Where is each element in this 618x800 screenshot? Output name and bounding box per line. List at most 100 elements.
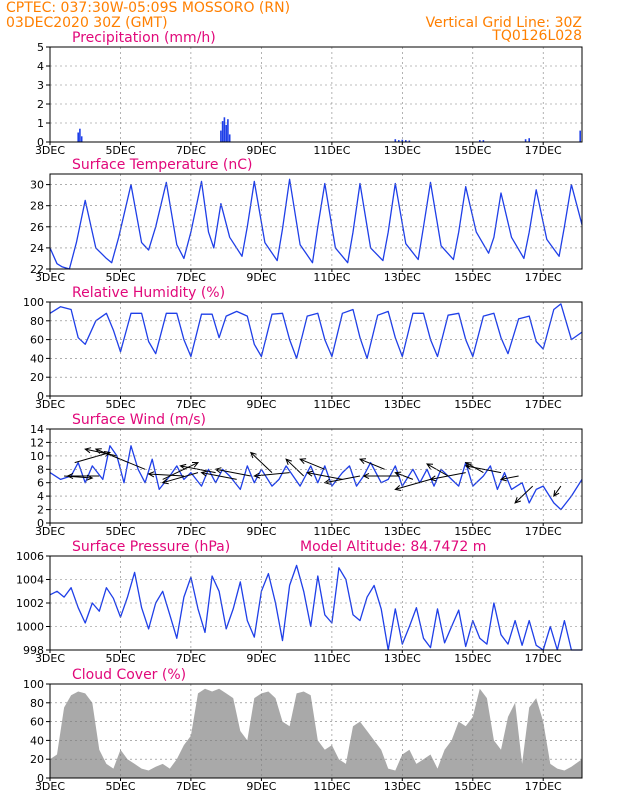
ytick-label: 22	[30, 263, 44, 276]
ytick-label: 30	[30, 179, 44, 192]
precip-bar	[80, 136, 83, 142]
wind-arrow	[499, 475, 519, 482]
cloud-cover-panel: 0 20 40 60 80 100 3DEC 5DEC 7DEC 9DEC 11DEC 13DEC 15…	[23, 667, 583, 793]
wind-arrow	[253, 472, 290, 479]
ytick-label: 60	[30, 716, 44, 729]
precip-bar	[227, 119, 229, 142]
ytick-label: 8	[37, 463, 44, 476]
ytick-label: 60	[30, 334, 44, 347]
wind-arrow	[306, 470, 343, 480]
precip-bar	[579, 130, 581, 142]
xtick-label: 7DEC	[176, 780, 206, 793]
xtick-label: 9DEC	[246, 525, 276, 538]
ytick-label: 1006	[16, 550, 44, 563]
wind-arrow	[179, 463, 216, 474]
humidity-title: Relative Humidity (%)	[72, 285, 225, 301]
ytick-label: 26	[30, 221, 44, 234]
wind-arrow	[200, 470, 237, 480]
ytick-label: 4	[37, 60, 44, 73]
xtick-label: 3DEC	[35, 398, 65, 411]
xtick-label: 9DEC	[246, 652, 276, 665]
precip-bar	[401, 139, 404, 142]
temperature-frame	[49, 173, 583, 270]
precipitation-frame	[49, 46, 583, 143]
precip-bar	[77, 132, 79, 142]
xtick-label: 5DEC	[105, 780, 135, 793]
precip-bar	[228, 134, 231, 142]
precip-bar	[524, 139, 527, 142]
ytick-label: 10	[30, 450, 44, 463]
wind-arrow	[323, 475, 361, 485]
wind-arrow	[362, 472, 399, 480]
xtick-label: 7DEC	[176, 398, 206, 411]
wind-arrow	[358, 458, 385, 470]
ytick-label: 100	[23, 678, 44, 691]
ytick-label: 0	[37, 517, 44, 530]
xtick-label: 7DEC	[176, 144, 206, 157]
ytick-label: 998	[23, 644, 44, 657]
header-station: CPTEC: 037:30W-05:09S MOSSORO (RN)	[6, 0, 290, 16]
ytick-label: 3	[37, 79, 44, 92]
xtick-label: 3DEC	[35, 780, 65, 793]
temperature-title: Surface Temperature (nC)	[72, 157, 253, 173]
precip-bar	[220, 130, 222, 142]
wind-arrow	[161, 472, 199, 485]
xtick-label: 11DEC	[313, 780, 350, 793]
xtick-label: 15DEC	[454, 271, 491, 284]
pressure-line	[49, 564, 582, 651]
wind-arrow	[147, 471, 184, 478]
wind-line	[49, 445, 583, 511]
wind-arrow	[74, 451, 112, 464]
xtick-label: 3DEC	[35, 652, 65, 665]
ytick-label: 2	[37, 504, 44, 517]
wind-arrow	[514, 485, 534, 504]
xtick-label: 15DEC	[454, 525, 491, 538]
precip-bar	[221, 121, 224, 142]
wind-arrow	[299, 458, 325, 470]
xtick-label: 17DEC	[525, 144, 562, 157]
wind-arrow	[394, 471, 414, 480]
wind-arrow	[249, 451, 273, 473]
precip-bar	[394, 139, 397, 142]
xtick-label: 17DEC	[525, 780, 562, 793]
wind-title: Surface Wind (m/s)	[72, 412, 206, 428]
xtick-label: 5DEC	[105, 652, 135, 665]
xtick-label: 11DEC	[313, 652, 350, 665]
ytick-label: 80	[30, 697, 44, 710]
xtick-label: 3DEC	[35, 525, 65, 538]
pressure-panel: 998 1000 1002 1004 1006 3DEC 5DEC 7DEC 9DEC 11DEC…	[16, 539, 583, 665]
ytick-label: 1002	[16, 597, 44, 610]
header-code: TQ0126L028	[491, 28, 582, 44]
ytick-label: 0	[37, 772, 44, 785]
xtick-label: 13DEC	[384, 271, 421, 284]
precip-bar	[482, 140, 485, 142]
xtick-label: 17DEC	[525, 525, 562, 538]
ytick-label: 1000	[16, 621, 44, 634]
wind-arrow	[553, 485, 562, 498]
cloud-cover-frame	[49, 683, 583, 779]
ytick-label: 24	[30, 242, 44, 255]
precipitation-panel: 0 1 2 3 4 5 3DEC 5DEC 7DEC 9DEC 11DEC 13DEC 15DEC 17D…	[35, 30, 583, 157]
ytick-label: 6	[37, 477, 44, 490]
wind-frame	[49, 428, 583, 524]
ytick-label: 14	[30, 423, 44, 436]
precip-bar	[398, 140, 400, 142]
xtick-label: 15DEC	[454, 780, 491, 793]
ytick-label: 12	[30, 436, 44, 449]
xtick-label: 9DEC	[246, 144, 276, 157]
ytick-label: 28	[30, 200, 44, 213]
xtick-label: 17DEC	[525, 652, 562, 665]
xtick-label: 11DEC	[313, 398, 350, 411]
ytick-label: 40	[30, 734, 44, 747]
ytick-label: 100	[23, 296, 44, 309]
xtick-label: 7DEC	[176, 525, 206, 538]
xtick-label: 17DEC	[525, 398, 562, 411]
precip-bar	[528, 138, 530, 142]
humidity-frame	[49, 301, 583, 397]
precip-bar	[479, 140, 481, 142]
temperature-line	[49, 178, 583, 270]
xtick-label: 9DEC	[246, 398, 276, 411]
xtick-label: 15DEC	[454, 144, 491, 157]
